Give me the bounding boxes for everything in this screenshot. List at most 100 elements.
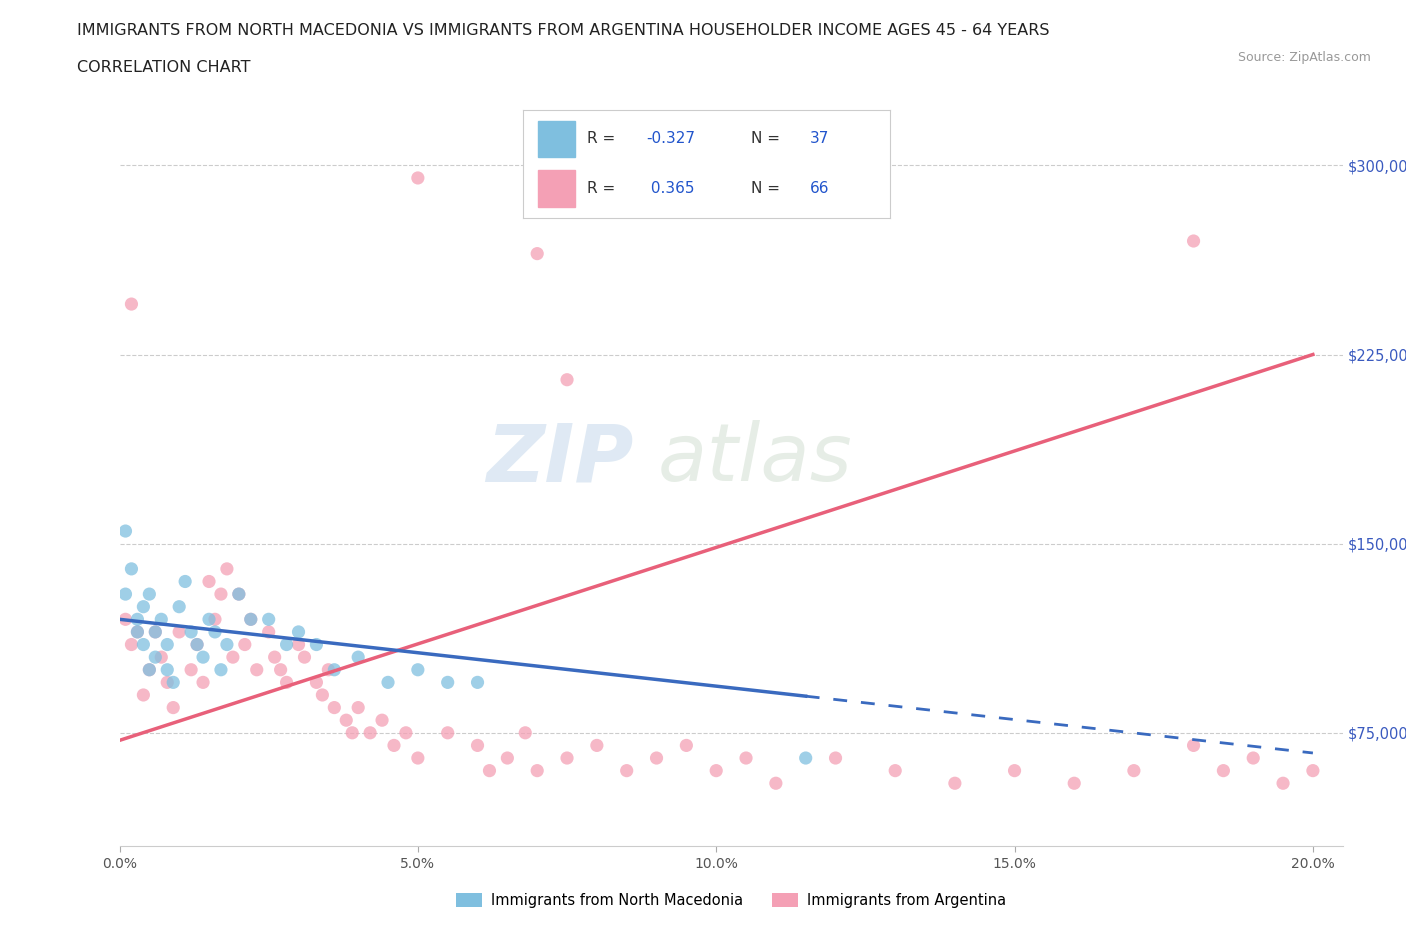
Point xyxy=(239,612,262,627)
Point xyxy=(406,751,429,765)
Point xyxy=(765,776,787,790)
Point xyxy=(675,738,697,753)
Point xyxy=(616,764,638,778)
Point xyxy=(120,562,142,577)
Point xyxy=(406,170,429,185)
Point xyxy=(127,624,149,639)
Point xyxy=(186,637,208,652)
Text: CORRELATION CHART: CORRELATION CHART xyxy=(77,60,250,75)
Point xyxy=(526,246,548,261)
Point xyxy=(198,574,221,589)
Point xyxy=(467,738,489,753)
Point xyxy=(276,637,298,652)
Point xyxy=(1182,738,1205,753)
Point xyxy=(555,751,578,765)
Point xyxy=(191,675,214,690)
Point xyxy=(167,599,190,614)
Point xyxy=(467,675,489,690)
Point xyxy=(395,725,418,740)
Point xyxy=(204,612,226,627)
Point xyxy=(246,662,269,677)
Point xyxy=(150,612,173,627)
Point xyxy=(1182,233,1205,248)
Text: IMMIGRANTS FROM NORTH MACEDONIA VS IMMIGRANTS FROM ARGENTINA HOUSEHOLDER INCOME : IMMIGRANTS FROM NORTH MACEDONIA VS IMMIG… xyxy=(77,23,1050,38)
Point xyxy=(287,637,309,652)
Point xyxy=(215,562,238,577)
Point xyxy=(120,297,142,312)
Point xyxy=(884,764,907,778)
Point xyxy=(305,637,328,652)
Point xyxy=(436,725,458,740)
Point xyxy=(1212,764,1234,778)
Point xyxy=(586,738,609,753)
Point xyxy=(270,662,292,677)
Point xyxy=(382,738,405,753)
Point xyxy=(311,687,333,702)
Point xyxy=(377,675,399,690)
Point xyxy=(347,700,370,715)
Point xyxy=(156,675,179,690)
Point xyxy=(1063,776,1085,790)
Point xyxy=(138,662,160,677)
Point xyxy=(257,624,280,639)
Point xyxy=(287,624,309,639)
Point xyxy=(204,624,226,639)
Point xyxy=(186,637,208,652)
Point xyxy=(276,675,298,690)
Point xyxy=(114,524,136,538)
Point xyxy=(406,662,429,677)
Point xyxy=(496,751,519,765)
Point xyxy=(515,725,537,740)
Point xyxy=(555,372,578,387)
Point xyxy=(191,650,214,665)
Point xyxy=(162,700,184,715)
Point xyxy=(371,712,394,727)
Point xyxy=(794,751,817,765)
Point xyxy=(704,764,727,778)
Point xyxy=(257,612,280,627)
Point xyxy=(1272,776,1295,790)
Point xyxy=(347,650,370,665)
Point xyxy=(228,587,250,602)
Point xyxy=(162,675,184,690)
Point xyxy=(1004,764,1026,778)
Point xyxy=(1302,764,1324,778)
Point xyxy=(478,764,501,778)
Point xyxy=(198,612,221,627)
Point xyxy=(359,725,381,740)
Point xyxy=(143,650,166,665)
Point xyxy=(174,574,197,589)
Point xyxy=(132,637,155,652)
Text: Source: ZipAtlas.com: Source: ZipAtlas.com xyxy=(1237,51,1371,64)
Point xyxy=(180,662,202,677)
Point xyxy=(233,637,256,652)
Point xyxy=(645,751,668,765)
Text: ZIP: ZIP xyxy=(486,420,633,498)
Point xyxy=(138,662,160,677)
Point xyxy=(209,662,232,677)
Legend: Immigrants from North Macedonia, Immigrants from Argentina: Immigrants from North Macedonia, Immigra… xyxy=(450,886,1012,913)
Point xyxy=(323,700,346,715)
Point xyxy=(156,662,179,677)
Point xyxy=(114,612,136,627)
Point xyxy=(824,751,846,765)
Point xyxy=(1241,751,1264,765)
Point xyxy=(305,675,328,690)
Point xyxy=(120,637,142,652)
Point xyxy=(143,624,166,639)
Point xyxy=(526,764,548,778)
Point xyxy=(436,675,458,690)
Point xyxy=(132,687,155,702)
Point xyxy=(294,650,316,665)
Point xyxy=(323,662,346,677)
Point xyxy=(209,587,232,602)
Point xyxy=(138,587,160,602)
Point xyxy=(222,650,245,665)
Point xyxy=(215,637,238,652)
Point xyxy=(735,751,758,765)
Point xyxy=(1122,764,1144,778)
Point xyxy=(127,624,149,639)
Point xyxy=(228,587,250,602)
Point xyxy=(180,624,202,639)
Point xyxy=(335,712,357,727)
